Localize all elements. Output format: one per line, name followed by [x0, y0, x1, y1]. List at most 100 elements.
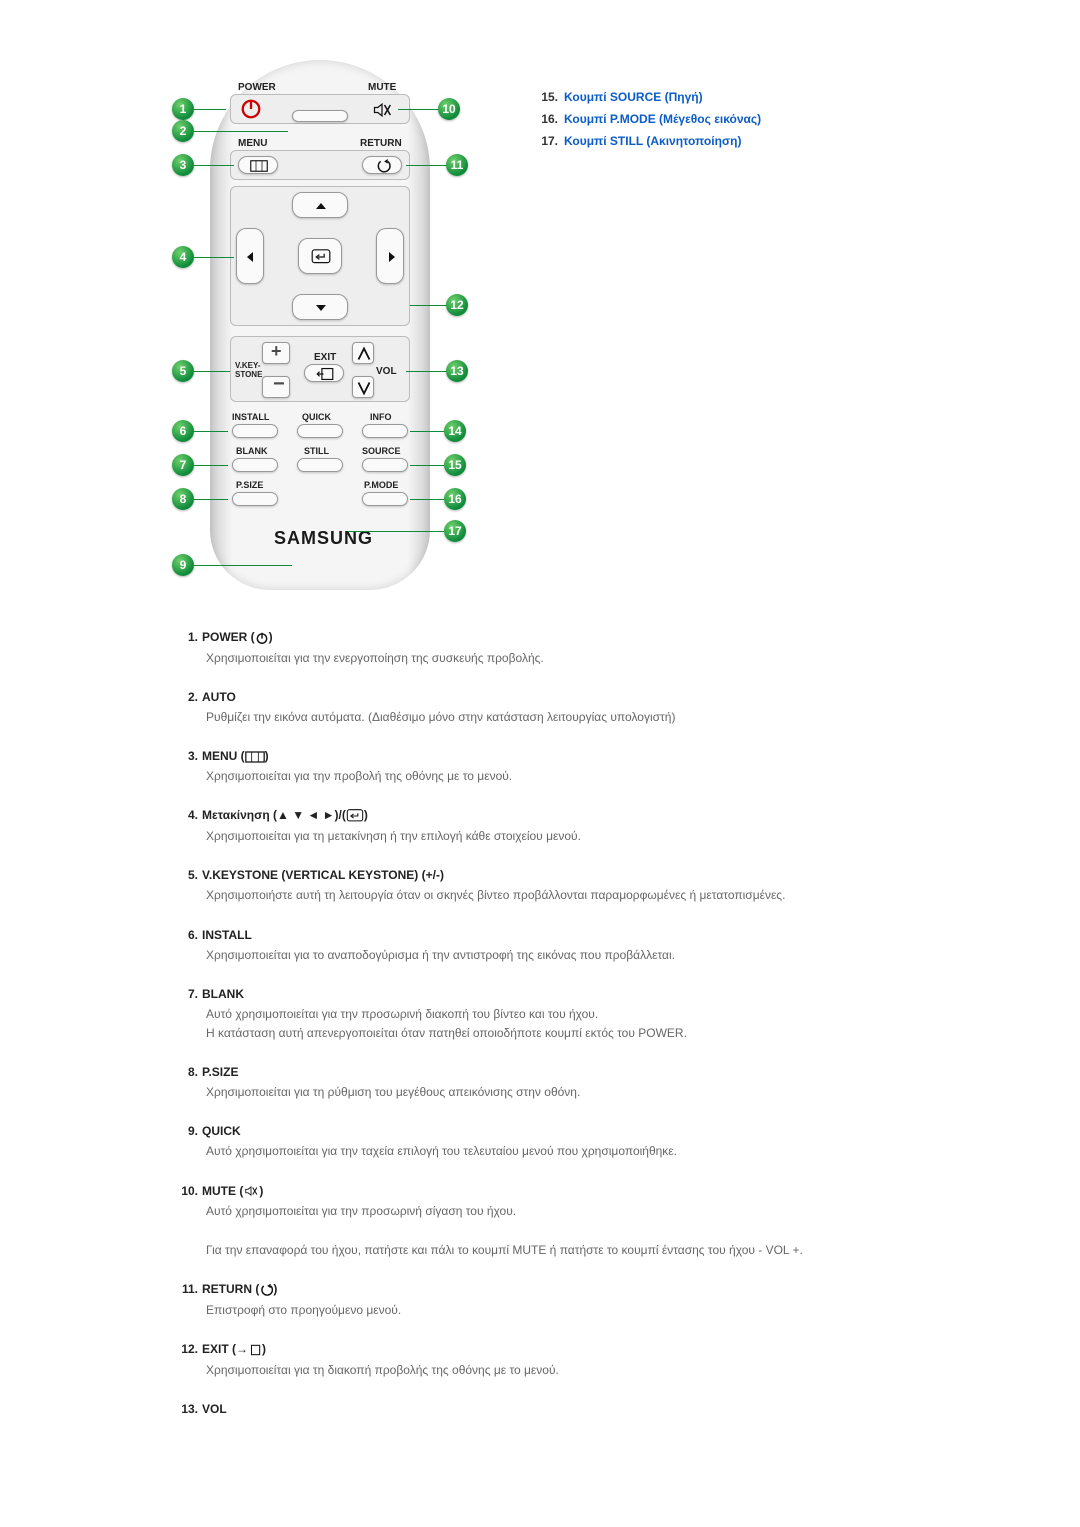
desc-body-line: Χρησιμοποιείται για τη διακοπή προβολής …	[180, 1361, 980, 1380]
callout-7: 7	[172, 454, 228, 476]
return-icon	[375, 159, 391, 173]
desc-title: EXIT (→)	[202, 1342, 266, 1357]
desc-body-line: Χρησιμοποιείται για τη μετακίνηση ή την …	[180, 827, 980, 846]
desc-body-line: Επιστροφή στο προηγούμενο μενού.	[180, 1301, 980, 1320]
desc-body-line: Αυτό χρησιμοποιείται για την προσωρινή δ…	[180, 1005, 980, 1024]
chevron-down-icon	[315, 303, 327, 313]
right-link-text[interactable]: Κουμπί SOURCE (Πηγή)	[564, 90, 703, 104]
desc-item: 2.AUTO Ρυθμίζει την εικόνα αυτόματα. (Δια…	[180, 690, 980, 727]
desc-num: 3.	[180, 749, 202, 763]
right-link-num: 15.	[540, 90, 564, 104]
desc-body-line: Χρησιμοποιείται για την προβολή της οθόν…	[180, 767, 980, 786]
callout-16: 16	[410, 488, 466, 510]
source-button	[362, 458, 408, 472]
label-return: RETURN	[360, 138, 402, 149]
desc-num: 7.	[180, 987, 202, 1001]
desc-head: 11.RETURN ()	[180, 1282, 980, 1297]
callout-bubble: 5	[172, 360, 194, 382]
label-source: SOURCE	[362, 446, 401, 456]
callout-bubble: 12	[446, 294, 468, 316]
callout-1: 1	[172, 98, 226, 120]
remote-illustration: POWER MUTE AUTO MENU RETURN	[180, 60, 480, 590]
desc-item: 6.INSTALLΧρησιμοποιείται για το αναποδογ…	[180, 928, 980, 965]
desc-title: POWER ()	[202, 630, 273, 645]
desc-head: 4.Μετακίνηση (▲ ▼ ◄ ►)/()	[180, 808, 980, 823]
label-still: STILL	[304, 446, 329, 456]
label-blank: BLANK	[236, 446, 268, 456]
desc-title: MUTE ()	[202, 1184, 263, 1199]
desc-num: 5.	[180, 868, 202, 882]
desc-num: 13.	[180, 1402, 202, 1416]
callout-12: 12	[410, 294, 468, 316]
desc-body-line: Για την επαναφορά του ήχου, πατήστε και …	[180, 1241, 980, 1260]
desc-body-line: Αυτό χρησιμοποιείται για την προσωρινή σ…	[180, 1202, 980, 1221]
callout-15: 15	[410, 454, 466, 476]
desc-title: INSTALL	[202, 928, 252, 942]
desc-num: 6.	[180, 928, 202, 942]
dpad-right	[376, 228, 404, 284]
keystone-minus: −	[262, 376, 290, 398]
install-button	[232, 424, 278, 438]
callout-bubble: 14	[444, 420, 466, 442]
label-quick: QUICK	[302, 412, 331, 422]
right-link-text[interactable]: Κουμπί STILL (Ακινητοποίηση)	[564, 134, 741, 148]
label-vkey2: STONE	[235, 371, 262, 379]
chevron-left-icon	[245, 251, 255, 263]
right-link-text[interactable]: Κουμπί P.MODE (Μέγεθος εικόνας)	[564, 112, 761, 126]
right-link-num: 17.	[540, 134, 564, 148]
callout-bubble: 11	[446, 154, 468, 176]
desc-item: 9.QUICKΑυτό χρησιμοποιείται για την ταχε…	[180, 1124, 980, 1161]
desc-title: V.KEYSTONE (VERTICAL KEYSTONE) (+/-)	[202, 868, 444, 882]
desc-item: 8.P.SIZEΧρησιμοποιείται για τη ρύθμιση τ…	[180, 1065, 980, 1102]
chevron-up-icon	[315, 201, 327, 211]
callout-14: 14	[410, 420, 466, 442]
dpad-enter	[298, 238, 342, 274]
label-pmode: P.MODE	[364, 480, 398, 490]
exit-icon	[315, 367, 335, 381]
desc-head: 12.EXIT (→)	[180, 1342, 980, 1357]
desc-head: 5.V.KEYSTONE (VERTICAL KEYSTONE) (+/-)	[180, 868, 980, 882]
desc-num: 1.	[180, 630, 202, 645]
callout-bubble: 3	[172, 154, 194, 176]
right-link-item: 15. Κουμπί SOURCE (Πηγή)	[540, 90, 761, 104]
page: POWER MUTE AUTO MENU RETURN	[0, 0, 1080, 1478]
vol-down	[352, 376, 374, 398]
desc-head: 13.VOL	[180, 1402, 980, 1416]
keystone-plus: +	[262, 342, 290, 364]
right-link-num: 16.	[540, 112, 564, 126]
desc-title: MENU ()	[202, 749, 269, 763]
label-psize: P.SIZE	[236, 480, 263, 490]
callout-4: 4	[172, 246, 234, 268]
pmode-button	[362, 492, 408, 506]
callout-bubble: 8	[172, 488, 194, 510]
label-mute: MUTE	[368, 82, 396, 93]
vol-down-icon	[353, 377, 375, 399]
desc-head: 2.AUTO	[180, 690, 980, 704]
desc-title: VOL	[202, 1402, 227, 1416]
still-button	[297, 458, 343, 472]
callout-bubble: 10	[438, 98, 460, 120]
callout-9: 9	[172, 554, 292, 576]
blank-button	[232, 458, 278, 472]
callout-2: 2	[172, 120, 288, 142]
desc-num: 9.	[180, 1124, 202, 1138]
right-link-list: 15. Κουμπί SOURCE (Πηγή) 16. Κουμπί P.MO…	[480, 40, 761, 156]
desc-num: 2.	[180, 690, 202, 704]
desc-body-line: Ρυθμίζει την εικόνα αυτόματα. (Διαθέσιμο…	[180, 708, 980, 727]
dpad-down	[292, 294, 348, 320]
desc-num: 4.	[180, 808, 202, 823]
desc-title: BLANK	[202, 987, 244, 1001]
right-link-item: 17. Κουμπί STILL (Ακινητοποίηση)	[540, 134, 761, 148]
desc-num: 8.	[180, 1065, 202, 1079]
vol-up-icon	[353, 343, 375, 365]
desc-head: 7.BLANK	[180, 987, 980, 1001]
callout-bubble: 15	[444, 454, 466, 476]
label-vkey1: V.KEY-	[235, 362, 261, 370]
exit-button	[304, 364, 344, 382]
dpad-up	[292, 192, 348, 218]
chevron-right-icon	[387, 251, 397, 263]
desc-num: 11.	[180, 1282, 202, 1297]
callout-bubble: 7	[172, 454, 194, 476]
psize-button	[232, 492, 278, 506]
desc-num: 12.	[180, 1342, 202, 1357]
